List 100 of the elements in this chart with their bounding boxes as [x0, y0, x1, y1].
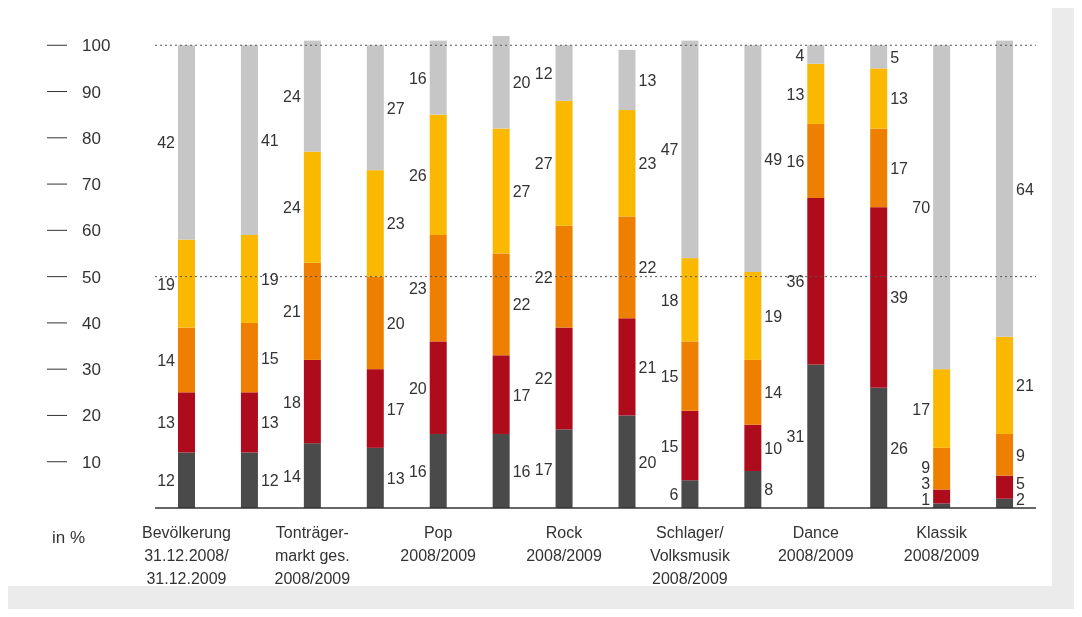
y-tick-label: 10 — [82, 452, 101, 472]
bar — [429, 40, 447, 115]
bar — [303, 443, 321, 508]
bar — [429, 433, 447, 508]
data-label: 22 — [512, 296, 531, 314]
data-label: 15 — [660, 437, 679, 455]
data-label: 16 — [408, 69, 427, 87]
bar — [240, 392, 258, 453]
data-label: 42 — [157, 134, 176, 152]
data-label: 22 — [638, 259, 657, 277]
data-label: 17 — [534, 460, 553, 478]
bar — [555, 225, 573, 328]
data-label: 19 — [764, 307, 783, 325]
bar — [870, 207, 888, 388]
data-label: 4 — [795, 46, 805, 64]
data-label: 14 — [283, 467, 301, 485]
bar — [366, 45, 384, 171]
data-label: 12 — [157, 472, 176, 490]
bar — [933, 45, 951, 370]
data-label: 20 — [386, 314, 405, 332]
x-tick-label: Klassik 2008/2009 — [903, 524, 980, 564]
data-label: 19 — [157, 275, 176, 293]
data-label: 21 — [638, 358, 657, 376]
bar — [996, 433, 1014, 476]
bar — [744, 424, 762, 471]
bar — [240, 234, 258, 323]
data-label: 16 — [408, 462, 427, 480]
bar — [996, 336, 1014, 434]
bar — [744, 45, 762, 272]
bar — [996, 40, 1014, 337]
data-label: 13 — [157, 414, 176, 432]
data-label: 20 — [512, 74, 531, 92]
bar — [618, 216, 636, 319]
x-tick-label: Rock 2008/2009 — [526, 524, 602, 564]
bar — [429, 234, 447, 342]
data-label: 18 — [283, 393, 301, 411]
bar — [555, 429, 573, 508]
data-label: 64 — [1016, 180, 1034, 198]
data-label: 6 — [669, 486, 679, 504]
data-label: 17 — [386, 400, 405, 418]
data-label: 23 — [638, 155, 657, 173]
data-label: 13 — [638, 71, 657, 89]
data-label: 24 — [283, 199, 301, 217]
bar — [807, 197, 825, 365]
bar — [618, 110, 636, 217]
bar — [681, 40, 699, 259]
data-label: 10 — [764, 439, 783, 457]
data-label: 17 — [912, 400, 931, 418]
bar — [933, 447, 951, 490]
y-tick-label: 70 — [82, 175, 101, 195]
bar — [933, 489, 951, 504]
bar — [366, 447, 384, 508]
data-label: 20 — [638, 453, 657, 471]
bar — [178, 392, 195, 453]
bar — [744, 272, 762, 360]
bar — [870, 128, 888, 208]
data-label: 14 — [764, 384, 783, 402]
bar — [555, 327, 573, 430]
y-tick-label: 20 — [82, 406, 101, 426]
bar — [555, 45, 573, 101]
data-label: 18 — [660, 291, 679, 309]
y-tick-label: 80 — [82, 128, 101, 148]
bar — [681, 341, 699, 411]
data-label: 20 — [408, 379, 427, 397]
data-label: 5 — [1016, 475, 1026, 492]
bar — [681, 258, 699, 342]
data-label: 12 — [534, 65, 553, 83]
data-label: 24 — [283, 88, 301, 106]
bar — [366, 276, 384, 370]
data-label: 12 — [260, 472, 279, 490]
data-label: 9 — [921, 459, 931, 476]
x-tick-label: Bevölkerung 31.12.2008/ 31.12.2009 — [141, 524, 231, 587]
x-tick-label: Dance 2008/2009 — [777, 524, 854, 564]
data-label: 49 — [764, 150, 783, 168]
data-label: 23 — [386, 215, 405, 233]
data-label: 17 — [512, 386, 531, 404]
bar — [178, 452, 195, 508]
data-label: 26 — [890, 439, 909, 457]
data-label: 14 — [157, 351, 176, 369]
bar — [681, 480, 699, 508]
data-label: 15 — [660, 368, 679, 386]
bar — [240, 45, 258, 235]
data-label: 27 — [512, 183, 531, 201]
data-label: 47 — [660, 141, 679, 159]
bar — [178, 45, 195, 240]
bar — [744, 470, 762, 508]
bar — [996, 475, 1014, 499]
bar — [555, 100, 573, 226]
x-tick-label: Pop 2008/2009 — [400, 524, 477, 564]
y-tick-label: 30 — [82, 360, 101, 380]
data-label: 13 — [260, 414, 279, 432]
bar — [429, 114, 447, 235]
bar — [303, 262, 321, 360]
bar — [870, 68, 888, 129]
data-label: 19 — [260, 270, 279, 288]
bar — [492, 128, 510, 254]
bar — [303, 151, 321, 263]
x-tick-label: Tonträger- markt ges. 2008/2009 — [274, 524, 351, 587]
data-label: 39 — [890, 289, 909, 307]
data-label: 16 — [786, 152, 805, 170]
